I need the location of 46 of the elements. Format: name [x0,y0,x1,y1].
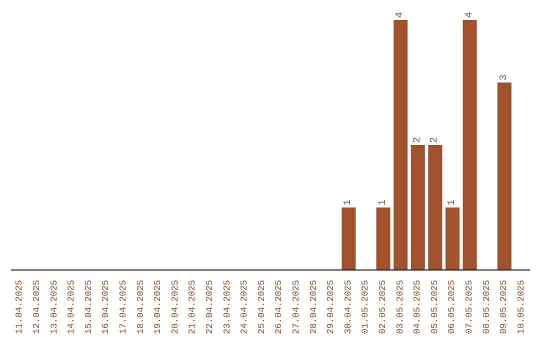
data-label: 1 [343,199,354,206]
x-tick-label: 17.04.2025 [118,280,128,334]
x-tick-label: 13.04.2025 [49,280,60,334]
x-tick-label: 24.04.2025 [240,280,250,334]
x-tick-label: 03.05.2025 [395,280,406,334]
data-label: 4 [464,12,476,18]
x-tick-label: 27.04.2025 [291,280,302,334]
bar [342,208,356,270]
x-tick-label: 01.05.2025 [360,280,371,334]
bar [410,145,425,270]
data-label: 1 [378,199,389,206]
x-tick-label: 14.04.2025 [66,280,77,334]
x-tick-label: 30.04.2025 [343,280,354,334]
data-label: 3 [498,74,510,80]
x-tick-label: 07.05.2025 [464,280,474,334]
bar [446,208,460,270]
x-tick-label: 06.05.2025 [447,280,458,334]
x-tick-label: 09.05.2025 [499,280,510,334]
x-tick-label: 12.04.2025 [32,280,42,334]
data-label: 4 [395,12,406,18]
x-tick-label: 16.04.2025 [101,280,112,334]
x-tick-label: 28.04.2025 [308,280,319,334]
data-label: 1 [447,199,458,206]
data-label: 2 [412,136,424,143]
x-tick-label: 20.04.2025 [170,280,180,334]
x-tick-label: 11.04.2025 [14,280,25,334]
x-tick-label: 23.04.2025 [222,280,232,334]
x-tick-label: 04.05.2025 [412,280,423,334]
x-tick-label: 05.05.2025 [430,280,440,334]
bar [428,145,442,270]
x-tick-label: 10.05.2025 [516,280,526,334]
x-tick-label: 19.04.2025 [153,280,164,334]
data-label: 2 [430,136,441,143]
x-tick-label: 29.04.2025 [326,280,336,334]
x-tick-label: 21.04.2025 [188,280,198,334]
x-tick-label: 25.04.2025 [256,280,267,334]
bar [394,20,408,270]
x-tick-label: 26.04.2025 [274,280,284,334]
bar [376,208,390,270]
x-tick-label: 15.04.2025 [84,280,94,334]
x-tick-label: 18.04.2025 [136,280,146,334]
x-tick-label: 02.05.2025 [378,280,388,334]
x-tick-label: 08.05.2025 [482,280,492,334]
x-tick-label: 22.04.2025 [204,280,215,334]
bar [462,20,477,270]
bar [497,82,512,270]
